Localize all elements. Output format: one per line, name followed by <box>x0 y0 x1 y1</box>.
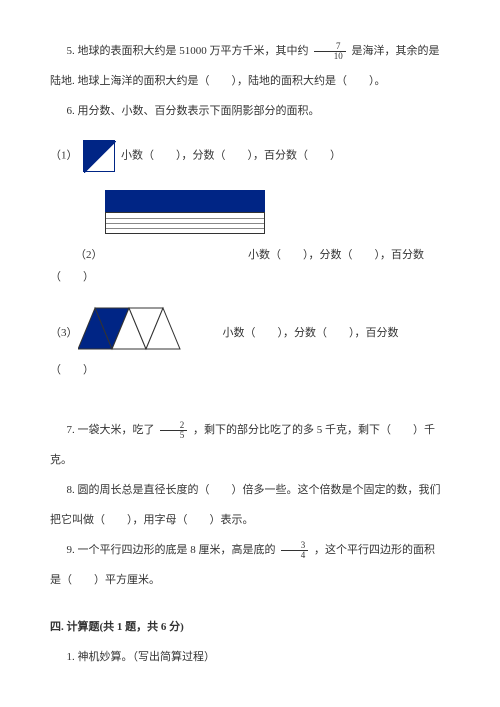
q6-item2: （2） 小数（ ），分数（ ），百分数 （ ） <box>50 190 450 288</box>
q8-line1: 8. 圆的周长总是直径长度的（ ）倍多一些。这个倍数是个固定的数，我们 <box>50 479 450 501</box>
q9-line1: 9. 一个平行四边形的底是 8 厘米，高是底的 3 4 ，这个平行四边形的面积 <box>50 539 450 561</box>
q9-text-a: 9. 一个平行四边形的底是 8 厘米，高是底的 <box>67 544 276 556</box>
q6-3-text-a: 小数（ ），分数（ ），百分数 <box>223 322 399 344</box>
q7-fraction: 2 5 <box>160 421 187 440</box>
q6-intro: 6. 用分数、小数、百分数表示下面阴影部分的面积。 <box>50 100 450 122</box>
q6-1-label: （1） <box>50 150 78 162</box>
q8-line2: 把它叫做（ ），用字母（ ）表示。 <box>50 509 450 531</box>
q9-text-b: ，这个平行四边形的面积 <box>314 544 435 556</box>
q7-line1: 7. 一袋大米，吃了 2 5 ，剩下的部分比吃了的多 5 千克，剩下（ ）千 <box>50 419 450 441</box>
q9-fraction: 3 4 <box>281 541 308 560</box>
q6-1-text: 小数（ ），分数（ ），百分数（ ） <box>121 150 341 162</box>
section4-title: 四. 计算题(共 1 题，共 6 分) <box>50 616 450 638</box>
q6-2-text-b: （ ） <box>50 266 450 288</box>
q7-frac-den: 5 <box>160 431 187 440</box>
q6-3-triangles <box>78 306 218 359</box>
q6-3-label: （3） <box>50 322 78 344</box>
q6-2-label: （2） <box>75 249 103 261</box>
section4-q1: 1. 神机妙算。（写出简算过程） <box>50 646 450 668</box>
q6-2-filled-rect <box>105 190 265 212</box>
q9-frac-den: 4 <box>281 551 308 560</box>
q7-line2: 克。 <box>50 449 450 471</box>
q5-frac-den: 10 <box>314 52 346 61</box>
q6-1-shape <box>83 140 115 172</box>
q5-text-a: 5. 地球的表面积大约是 51000 万平方千米，其中约 <box>67 45 309 57</box>
q5-fraction: 7 10 <box>314 42 346 61</box>
q5-line2: 陆地. 地球上海洋的面积大约是（ ），陆地的面积大约是（ ）。 <box>50 70 450 92</box>
q6-2-shapes <box>105 190 450 234</box>
q6-2-text-a: 小数（ ），分数（ ），百分数 <box>248 249 424 261</box>
q6-2-lined-rect <box>105 212 265 234</box>
q5-line1: 5. 地球的表面积大约是 51000 万平方千米，其中约 7 10 是海洋，其余… <box>50 40 450 62</box>
q9-line2: 是（ ）平方厘米。 <box>50 569 450 591</box>
q6-item1: （1） 小数（ ），分数（ ），百分数（ ） <box>50 140 450 172</box>
q6-2-text-row: （2） 小数（ ），分数（ ），百分数 <box>75 244 450 266</box>
q7-text-b: ，剩下的部分比吃了的多 5 千克，剩下（ ）千 <box>193 424 435 436</box>
q6-item3: （3） 小数（ ），分数（ ），百分数 （ ） <box>50 306 450 381</box>
q6-3-text-b: （ ） <box>50 359 450 381</box>
q5-text-b: 是海洋，其余的是 <box>352 45 440 57</box>
q7-text-a: 7. 一袋大米，吃了 <box>67 424 155 436</box>
